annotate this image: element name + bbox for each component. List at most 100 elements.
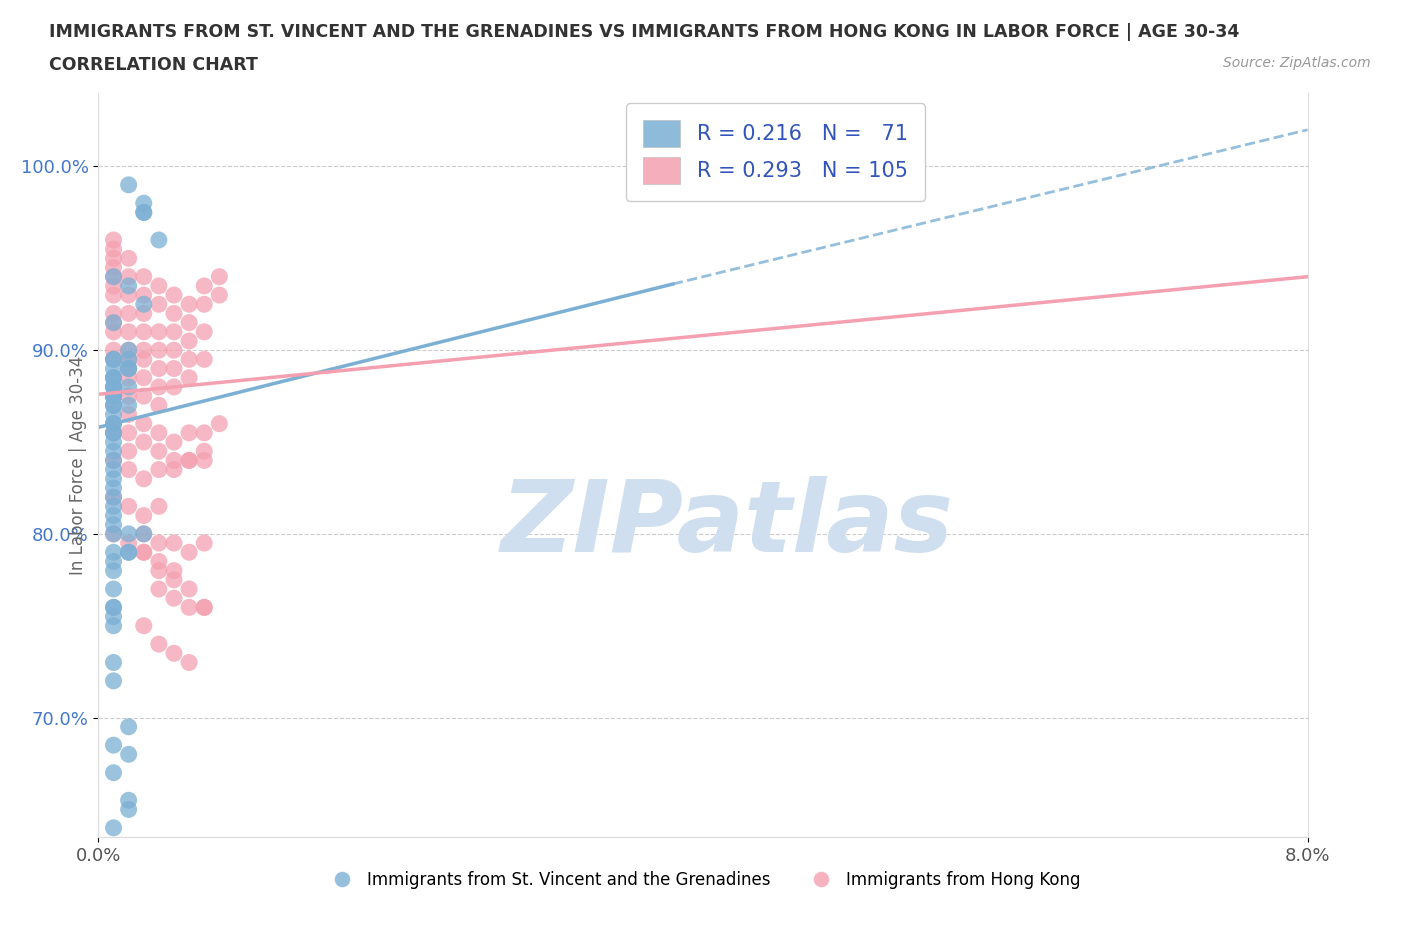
Point (208, 417, 231, 432)
Point (103, 242, 125, 257)
Point (103, 315, 125, 330)
Point (132, 417, 155, 432)
Point (103, 389, 125, 404)
Point (132, 287, 155, 302)
Point (103, 453, 125, 468)
Point (132, 352, 155, 366)
Point (103, 765, 125, 780)
Point (163, 343, 186, 358)
Point (163, 379, 186, 394)
Point (148, 425, 170, 440)
Point (118, 792, 141, 807)
Point (103, 232, 125, 247)
Point (179, 334, 201, 349)
Point (193, 325, 215, 339)
Point (179, 297, 201, 312)
Point (179, 315, 201, 330)
Point (118, 545, 141, 560)
Point (103, 425, 125, 440)
Point (148, 581, 170, 596)
Point (103, 517, 125, 532)
Point (193, 536, 215, 551)
Point (132, 205, 155, 219)
Point (103, 379, 125, 394)
Point (103, 370, 125, 385)
Point (179, 581, 201, 596)
Point (103, 434, 125, 449)
Point (103, 472, 125, 486)
Point (103, 737, 125, 752)
Point (103, 490, 125, 505)
Point (118, 361, 141, 376)
Point (193, 278, 215, 293)
Point (103, 306, 125, 321)
Point (148, 444, 170, 458)
Point (118, 352, 141, 366)
Point (163, 536, 186, 551)
Point (148, 325, 170, 339)
Point (179, 600, 201, 615)
Point (103, 564, 125, 578)
Point (118, 407, 141, 422)
Text: IMMIGRANTS FROM ST. VINCENT AND THE GRENADINES VS IMMIGRANTS FROM HONG KONG IN L: IMMIGRANTS FROM ST. VINCENT AND THE GREN… (49, 23, 1240, 41)
Point (118, 361, 141, 376)
Point (148, 637, 170, 652)
Point (103, 600, 125, 615)
Point (148, 498, 170, 513)
Point (118, 425, 141, 440)
Point (179, 545, 201, 560)
Point (118, 361, 141, 376)
Point (132, 434, 155, 449)
Point (148, 554, 170, 569)
Point (103, 361, 125, 376)
Point (118, 270, 141, 285)
Point (118, 325, 141, 339)
Point (193, 600, 215, 615)
Point (103, 370, 125, 385)
Point (132, 297, 155, 312)
Legend: Immigrants from St. Vincent and the Grenadines, Immigrants from Hong Kong: Immigrants from St. Vincent and the Gren… (319, 864, 1087, 896)
Point (103, 673, 125, 688)
Point (118, 306, 141, 321)
Point (148, 232, 170, 247)
Point (118, 747, 141, 762)
Point (118, 498, 141, 513)
Point (132, 306, 155, 321)
Point (163, 572, 186, 587)
Point (103, 389, 125, 404)
Point (103, 389, 125, 404)
Point (193, 444, 215, 458)
Point (163, 434, 186, 449)
Point (103, 425, 125, 440)
Text: ZIPatlas: ZIPatlas (501, 476, 953, 573)
Point (103, 325, 125, 339)
Point (103, 417, 125, 432)
Point (103, 398, 125, 413)
Point (103, 425, 125, 440)
Point (132, 325, 155, 339)
Point (132, 545, 155, 560)
Point (132, 508, 155, 523)
Point (179, 655, 201, 670)
Point (208, 270, 231, 285)
Point (103, 389, 125, 404)
Point (103, 417, 125, 432)
Point (103, 287, 125, 302)
Point (103, 270, 125, 285)
Point (132, 526, 155, 541)
Point (148, 278, 170, 293)
Point (193, 453, 215, 468)
Point (118, 287, 141, 302)
Text: CORRELATION CHART: CORRELATION CHART (49, 56, 259, 73)
Point (118, 370, 141, 385)
Point (103, 352, 125, 366)
Point (163, 462, 186, 477)
Point (103, 407, 125, 422)
Point (118, 278, 141, 293)
Point (103, 389, 125, 404)
Point (118, 379, 141, 394)
Point (193, 425, 215, 440)
Point (103, 379, 125, 394)
Point (103, 417, 125, 432)
Point (163, 645, 186, 660)
